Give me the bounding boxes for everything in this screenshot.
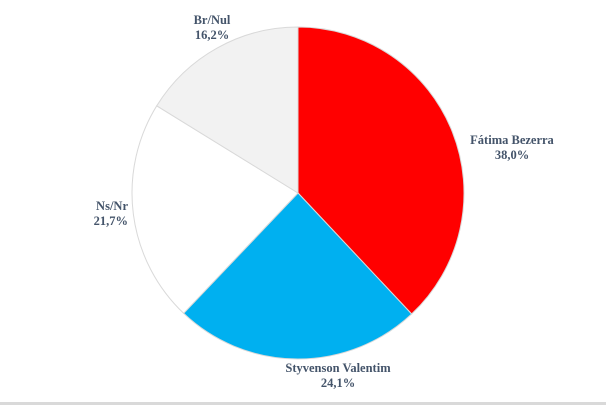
pie-slice-br-nul [156,26,299,194]
slice-name: Styvenson Valentim [285,361,391,375]
slice-value: 16,2% [195,28,229,42]
pie-labels: Fátima Bezerra 38,0% Styvenson Valentim 24,… [94,13,555,390]
slice-label-ns-nr: Ns/Nr 21,7% [94,199,129,228]
bottom-divider [0,402,606,405]
pie-slice-styvenson-valentim [182,192,413,360]
pie-slice-ns-nr [131,105,299,314]
slice-value: 38,0% [495,148,529,162]
pie-slice-f-tima-bezerra [297,26,465,315]
pie-slices [131,26,465,360]
slice-label-styvenson-valentim: Styvenson Valentim 24,1% [285,361,391,390]
slice-value: 24,1% [321,376,355,390]
slice-value: 21,7% [94,214,128,228]
slice-label-br-nul: Br/Nul 16,2% [194,13,231,42]
slice-name: Ns/Nr [96,199,128,213]
slice-label-f-tima-bezerra: Fátima Bezerra 38,0% [470,133,554,162]
slice-name: Br/Nul [194,13,231,27]
slice-name: Fátima Bezerra [470,133,554,147]
